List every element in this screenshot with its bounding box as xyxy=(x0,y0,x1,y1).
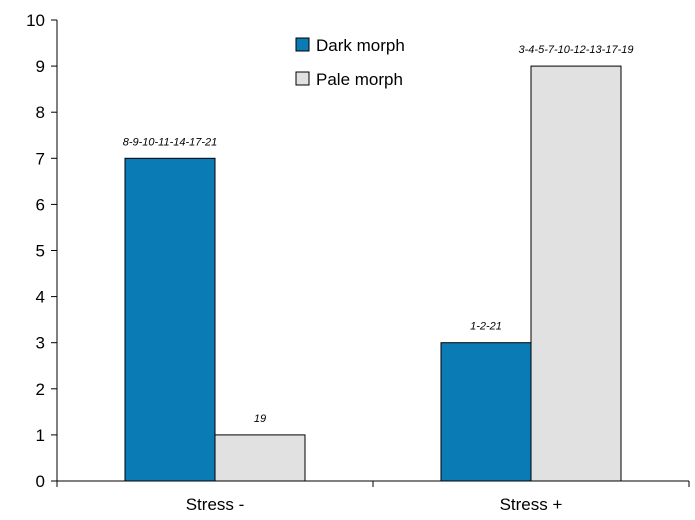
bar-annotation: 8-9-10-11-14-17-21 xyxy=(123,136,218,148)
y-tick-label: 9 xyxy=(36,57,45,76)
legend-swatch xyxy=(295,71,310,86)
y-tick-label: 1 xyxy=(36,426,45,445)
legend-label: Pale morph xyxy=(316,70,403,89)
bar-annotations: 8-9-10-11-14-17-21 19 1-2-21 3-4-5-7-10-12-… xyxy=(123,44,634,425)
y-tick-label: 2 xyxy=(36,380,45,399)
y-tick-label: 8 xyxy=(36,103,45,122)
y-tick-label: 6 xyxy=(36,195,45,214)
y-tick-label: 5 xyxy=(36,242,45,261)
y-tick-label: 4 xyxy=(36,288,45,307)
legend-swatch xyxy=(295,37,310,52)
bar-pale-morph xyxy=(530,65,622,482)
bar-dark-morph xyxy=(440,342,532,482)
bars xyxy=(124,65,622,482)
y-tick-label: 3 xyxy=(36,334,45,353)
bar-annotation: 3-4-5-7-10-12-13-17-19 xyxy=(519,44,634,56)
y-tick-label: 7 xyxy=(36,149,45,168)
bar-pale-morph xyxy=(214,434,306,482)
x-category-label: Stress + xyxy=(500,495,563,514)
bar-dark-morph xyxy=(124,157,216,482)
axes: 0 1 2 3 4 5 6 7 8 9 10 Stress - Stress + xyxy=(26,11,690,514)
y-tick-label: 10 xyxy=(26,11,45,30)
y-tick-label: 0 xyxy=(36,472,45,491)
legend-label: Dark morph xyxy=(316,36,405,55)
bar-annotation: 1-2-21 xyxy=(470,321,502,333)
bar-annotation: 19 xyxy=(254,413,266,425)
legend: Dark morph Pale morph xyxy=(295,36,405,89)
x-category-label: Stress - xyxy=(186,495,245,514)
